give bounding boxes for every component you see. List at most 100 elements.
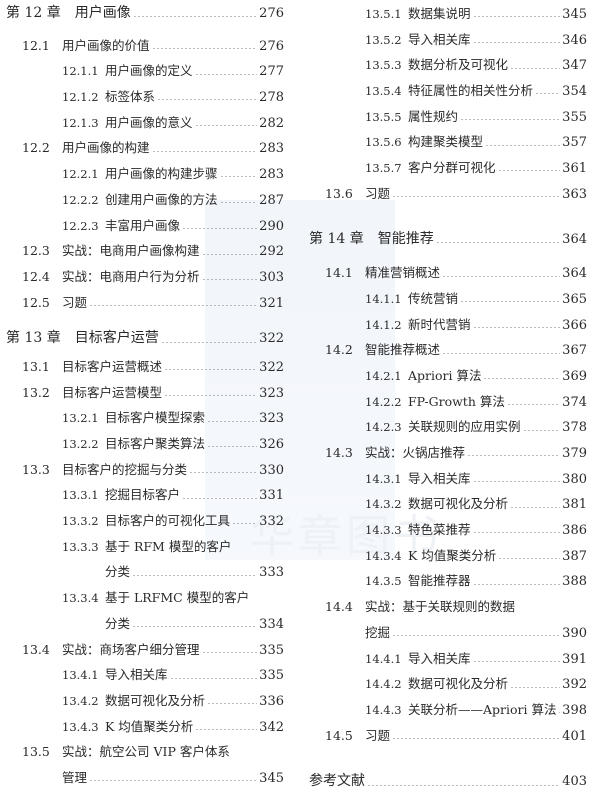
- entry-title: 数据可视化及分析: [408, 676, 509, 692]
- toc-entry-sub[interactable]: 12.2.2 创建用户画像的方法 287: [6, 187, 284, 213]
- leader-dots: [498, 558, 561, 560]
- toc-entry-chapter[interactable]: 第 12 章用户画像 276: [6, 1, 284, 27]
- toc-entry-sub[interactable]: 13.5.2 导入相关库 346: [309, 27, 587, 53]
- entry-number: 14.3.1: [365, 471, 402, 486]
- toc-entry-sub[interactable]: 12.2.3 丰富用户画像 290: [6, 213, 284, 239]
- entry-number: 第 12 章: [6, 5, 61, 21]
- toc-entry-section[interactable]: 12.5 习题 321: [6, 290, 284, 316]
- toc-entry-section[interactable]: 13.6 习题 363: [309, 181, 587, 207]
- leader-dots: [472, 583, 561, 585]
- toc-entry-sub[interactable]: 13.3.4 基于 LRFMC 模型的客户: [6, 585, 284, 611]
- leader-dots: [207, 420, 258, 422]
- toc-entry-sub[interactable]: 13.3.2 目标客户的可视化工具 332: [6, 508, 284, 534]
- toc-entry-sub[interactable]: 13.4.1 导入相关库 335: [6, 662, 284, 688]
- entry-page-number: 323: [259, 385, 284, 401]
- toc-entry-sub[interactable]: 13.3.3 基于 RFM 模型的客户: [6, 534, 284, 560]
- toc-entry-sub[interactable]: 13.4.2 数据可视化及分析 336: [6, 688, 284, 714]
- toc-entry-continuation[interactable]: 挖掘 390: [309, 620, 587, 646]
- entry-page-number: 401: [562, 728, 587, 744]
- entry-number: 13.5.4: [365, 84, 402, 99]
- toc-entry-sub[interactable]: 14.1.2 新时代营销 366: [309, 312, 587, 338]
- leader-dots: [219, 176, 258, 178]
- toc-entry-section[interactable]: 14.2 智能推荐概述 367: [309, 337, 587, 363]
- toc-entry-section[interactable]: 14.5 习题 401: [309, 723, 587, 749]
- entry-number: 14.3.3: [365, 523, 402, 538]
- toc-entry-chapter[interactable]: 第 14 章智能推荐 364: [309, 227, 587, 253]
- entry-page-number: 346: [562, 32, 587, 48]
- toc-entry-continuation[interactable]: 分类 333: [6, 559, 284, 585]
- entry-number: 13.3.4: [62, 591, 99, 606]
- toc-entry-sub[interactable]: 13.2.1 目标客户模型探索 323: [6, 405, 284, 431]
- leader-dots: [472, 16, 561, 18]
- toc-entry-sub[interactable]: 14.4.1 导入相关库 391: [309, 646, 587, 672]
- leader-dots: [151, 150, 258, 152]
- toc-entry-section[interactable]: 14.4 实战：基于关联规则的数据: [309, 594, 587, 620]
- entry-title: 实战：基于关联规则的数据: [365, 599, 516, 615]
- leader-dots: [157, 99, 258, 101]
- toc-entry-sub[interactable]: 13.2.2 目标客户聚类算法 326: [6, 431, 284, 457]
- toc-entry-sub[interactable]: 12.1.1 用户画像的定义 277: [6, 58, 284, 84]
- toc-entry-sub[interactable]: 13.5.4 特征属性的相关性分析 354: [309, 78, 587, 104]
- entry-page-number: 278: [259, 90, 284, 106]
- toc-entry-ref[interactable]: 参考文献 403: [309, 769, 587, 795]
- toc-entry-sub[interactable]: 14.4.2 数据可视化及分析 392: [309, 671, 587, 697]
- entry-title: 实战：电商用户行为分析: [62, 268, 200, 284]
- entry-title: 属性规约: [408, 108, 459, 124]
- leader-dots: [535, 93, 561, 95]
- entry-number: 13.3.1: [62, 488, 99, 503]
- toc-entry-sub[interactable]: 14.3.2 数据可视化及分析 381: [309, 491, 587, 517]
- entry-page-number: 357: [562, 135, 587, 151]
- toc-entry-section[interactable]: 12.2 用户画像的构建 283: [6, 135, 284, 161]
- entry-page-number: 403: [562, 774, 587, 790]
- toc-entry-sub[interactable]: 14.2.3 关联规则的应用实例 378: [309, 414, 587, 440]
- toc-entry-chapter[interactable]: 第 13 章目标客户运营 322: [6, 326, 284, 352]
- toc-entry-sub[interactable]: 14.2.2 FP-Growth 算法 374: [309, 389, 587, 415]
- entry-page-number: 354: [562, 84, 587, 100]
- toc-entry-continuation[interactable]: 管理 345: [6, 765, 284, 791]
- toc-entry-section[interactable]: 14.1 精准营销概述 364: [309, 260, 587, 286]
- toc-entry-sub[interactable]: 13.5.5 属性规约 355: [309, 104, 587, 130]
- entry-number: 13.2.1: [62, 411, 99, 426]
- toc-entry-sub[interactable]: 14.3.1 导入相关库 380: [309, 466, 587, 492]
- entry-number: 14.3.2: [365, 497, 402, 512]
- leader-dots: [435, 241, 561, 243]
- toc-entry-sub[interactable]: 13.5.7 客户分群可视化 361: [309, 155, 587, 181]
- toc-entry-section[interactable]: 13.5 实战：航空公司 VIP 客户体系: [6, 739, 284, 765]
- toc-entry-sub[interactable]: 12.1.3 用户画像的意义 282: [6, 110, 284, 136]
- toc-entry-sub[interactable]: 12.2.1 用户画像的构建步骤 283: [6, 161, 284, 187]
- entry-number: 13.4.1: [62, 668, 99, 683]
- entry-title: 数据可视化及分析: [408, 496, 509, 512]
- leader-dots: [207, 446, 258, 448]
- toc-entry-section[interactable]: 13.1 目标客户运营概述 322: [6, 354, 284, 380]
- toc-entry-sub[interactable]: 12.1.2 标签体系 278: [6, 84, 284, 110]
- toc-entry-sub[interactable]: 14.1.1 传统营销 365: [309, 286, 587, 312]
- entry-number: 12.2: [22, 140, 50, 156]
- toc-entry-sub[interactable]: 13.4.3 K 均值聚类分析 342: [6, 714, 284, 740]
- entry-page-number: 345: [259, 770, 284, 786]
- toc-entry-section[interactable]: 14.3 实战：火锅店推荐 379: [309, 440, 587, 466]
- toc-entry-sub[interactable]: 14.3.3 特色菜推荐 386: [309, 517, 587, 543]
- toc-entry-section[interactable]: 12.1 用户画像的价值 276: [6, 33, 284, 59]
- entry-page-number: 355: [562, 109, 587, 125]
- toc-entry-sub[interactable]: 13.3.1 挖掘目标客户 331: [6, 482, 284, 508]
- toc-entry-section[interactable]: 12.4 实战：电商用户行为分析 303: [6, 264, 284, 290]
- entry-number: 13.5.7: [365, 161, 402, 176]
- entry-title: 丰富用户画像: [105, 217, 181, 233]
- toc-entry-sub[interactable]: 14.3.5 智能推荐器 388: [309, 568, 587, 594]
- entry-title-continuation: 分类: [105, 564, 131, 580]
- entry-page-number: 333: [259, 565, 284, 581]
- toc-entry-sub[interactable]: 13.5.3 数据分析及可视化 347: [309, 52, 587, 78]
- toc-entry-sub[interactable]: 13.5.1 数据集说明 345: [309, 1, 587, 27]
- toc-entry-continuation[interactable]: 分类 334: [6, 611, 284, 637]
- toc-entry-section[interactable]: 13.2 目标客户运营模型 323: [6, 380, 284, 406]
- toc-entry-section[interactable]: 13.3 目标客户的挖掘与分类 330: [6, 457, 284, 483]
- entry-title: 新时代营销: [408, 316, 471, 332]
- toc-entry-sub[interactable]: 14.4.3 关联分析——Apriori 算法 398: [309, 697, 587, 723]
- leader-dots: [164, 394, 258, 396]
- toc-entry-sub[interactable]: 13.5.6 构建聚类模型 357: [309, 129, 587, 155]
- toc-entry-sub[interactable]: 14.2.1 Apriori 算法 369: [309, 363, 587, 389]
- toc-entry-sub[interactable]: 14.3.4 K 均值聚类分析 387: [309, 543, 587, 569]
- entry-number: 14.5: [325, 727, 353, 743]
- toc-entry-section[interactable]: 13.4 实战：商场客户细分管理 335: [6, 637, 284, 663]
- toc-entry-section[interactable]: 12.3 实战：电商用户画像构建 292: [6, 238, 284, 264]
